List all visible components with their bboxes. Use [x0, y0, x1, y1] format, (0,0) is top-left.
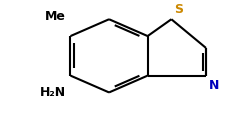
Text: S: S — [174, 3, 183, 16]
Text: Me: Me — [45, 10, 65, 23]
Text: N: N — [209, 79, 219, 92]
Text: H₂N: H₂N — [39, 86, 65, 99]
